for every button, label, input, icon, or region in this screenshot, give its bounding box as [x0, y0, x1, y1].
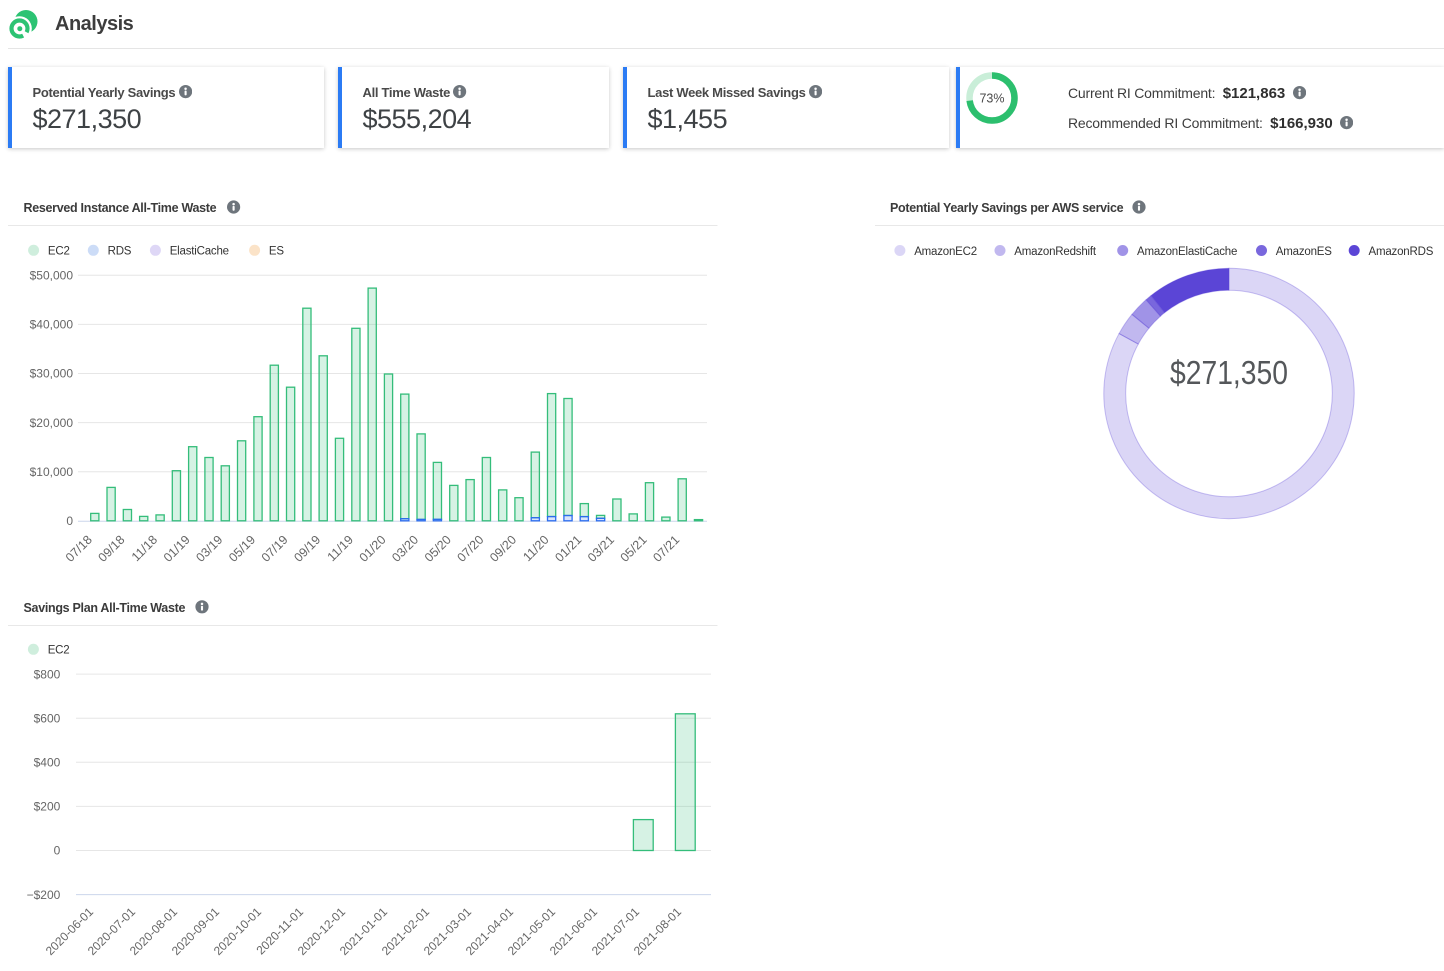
svg-text:09/20: 09/20: [487, 533, 519, 565]
svg-text:03/20: 03/20: [389, 533, 421, 565]
svg-text:09/18: 09/18: [96, 533, 128, 565]
svg-text:07/18: 07/18: [63, 533, 95, 565]
svg-text:0: 0: [54, 844, 61, 858]
svg-text:11/18: 11/18: [129, 533, 160, 564]
svg-text:01/21: 01/21: [552, 533, 584, 565]
svg-text:05/19: 05/19: [226, 533, 258, 565]
svg-text:07/20: 07/20: [455, 533, 487, 565]
svg-text:$40,000: $40,000: [30, 318, 74, 332]
svg-text:01/20: 01/20: [357, 533, 389, 565]
svg-text:$10,000: $10,000: [30, 465, 74, 479]
svg-text:AmazonRedshift: AmazonRedshift: [1014, 246, 1097, 258]
svg-text:05/20: 05/20: [422, 533, 454, 565]
svg-text:ES: ES: [269, 246, 284, 258]
svg-text:AmazonRDS: AmazonRDS: [1369, 246, 1434, 258]
svg-text:Reserved Instance All-Time Was: Reserved Instance All-Time Waste: [24, 201, 217, 215]
svg-text:RDS: RDS: [108, 246, 132, 258]
svg-text:AmazonEC2: AmazonEC2: [914, 246, 977, 258]
svg-text:$30,000: $30,000: [30, 367, 74, 381]
svg-text:$200: $200: [34, 800, 61, 814]
svg-text:03/21: 03/21: [585, 533, 617, 565]
svg-text:05/21: 05/21: [618, 533, 650, 565]
svg-text:07/19: 07/19: [259, 533, 291, 565]
svg-text:73%: 73%: [980, 91, 1005, 105]
svg-text:EC2: EC2: [48, 645, 70, 657]
svg-text:07/21: 07/21: [650, 533, 682, 565]
svg-text:−$200: −$200: [27, 888, 61, 902]
svg-text:$400: $400: [34, 756, 61, 770]
svg-text:09/19: 09/19: [291, 533, 323, 565]
svg-text:11/20: 11/20: [520, 533, 551, 564]
svg-text:$271,350: $271,350: [1170, 355, 1288, 392]
svg-text:$800: $800: [34, 667, 61, 681]
svg-text:Savings Plan All-Time Waste: Savings Plan All-Time Waste: [24, 601, 186, 615]
svg-text:$50,000: $50,000: [30, 269, 74, 283]
svg-text:ElastiCache: ElastiCache: [170, 246, 229, 258]
svg-text:AmazonElastiCache: AmazonElastiCache: [1137, 246, 1237, 258]
svg-text:11/19: 11/19: [325, 533, 356, 564]
svg-text:EC2: EC2: [48, 246, 70, 258]
svg-text:Potential Yearly Savings per A: Potential Yearly Savings per AWS service: [890, 201, 1124, 215]
svg-text:03/19: 03/19: [193, 533, 225, 565]
svg-text:01/19: 01/19: [161, 533, 193, 565]
svg-text:$600: $600: [34, 711, 61, 725]
svg-text:0: 0: [66, 514, 73, 528]
svg-text:$20,000: $20,000: [30, 416, 74, 430]
svg-text:AmazonES: AmazonES: [1276, 246, 1332, 258]
